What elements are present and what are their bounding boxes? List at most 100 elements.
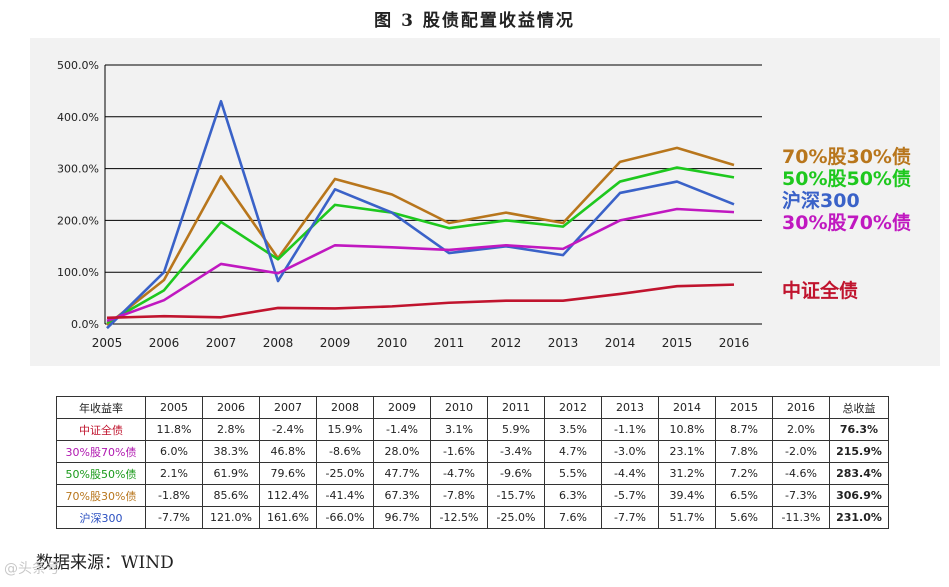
legend-group: 70%股30%债 50%股50%债 沪深300 30%股70%债 [782,146,911,234]
total-cell: 306.9% [829,484,889,507]
returns-table: 年收益率 2005 2006 2007 2008 2009 2010 2011 2012 2013… [56,396,889,529]
return-cell: 23.1% [658,440,716,463]
return-cell: -1.1% [601,418,659,441]
return-cell: 3.1% [430,418,488,441]
table-row: 50%股50%债 2.1% 61.9% 79.6% -25.0% 47.7% -4.7% -9… [56,462,889,485]
table-row: 中证全债 11.8% 2.8% -2.4% 15.9% -1.4% 3.1% 5.9% 3.5%… [56,418,889,441]
return-cell: 3.5% [544,418,602,441]
return-cell: 61.9% [202,462,260,485]
x-tick-label: 2014 [605,336,636,350]
return-cell: 31.2% [658,462,716,485]
return-cell: -1.8% [145,484,203,507]
return-cell: -11.3% [772,506,830,529]
header-year: 2011 [487,396,545,419]
header-year: 2007 [259,396,317,419]
header-year: 2006 [202,396,260,419]
return-cell: -7.3% [772,484,830,507]
return-cell: -7.8% [430,484,488,507]
return-cell: 79.6% [259,462,317,485]
return-cell: -25.0% [316,462,374,485]
series-line [106,166,735,325]
legend-entry: 30%股70%债 [782,212,911,234]
return-cell: -12.5% [430,506,488,529]
x-tick-label: 2009 [320,336,351,350]
return-cell: 161.6% [259,506,317,529]
return-cell: -3.0% [601,440,659,463]
y-tick-label: 0.0% [71,318,99,331]
total-cell: 231.0% [829,506,889,529]
row-label: 50%股50%债 [56,462,146,485]
header-year: 2015 [715,396,773,419]
x-tick-label: 2008 [263,336,294,350]
y-tick-label: 100.0% [57,266,99,279]
return-cell: -5.7% [601,484,659,507]
header-total: 总收益 [829,396,889,419]
row-label: 中证全债 [56,418,146,441]
series-line [106,146,735,327]
return-cell: -4.7% [430,462,488,485]
row-label: 70%股30%债 [56,484,146,507]
legend-entry: 中证全债 [782,280,859,302]
return-cell: 6.5% [715,484,773,507]
figure-title: 图 3 股债配置收益情况 [374,11,575,31]
return-cell: 6.0% [145,440,203,463]
legend-bond-group: 中证全债 [782,280,858,302]
return-cell: -7.7% [601,506,659,529]
return-cell: 15.9% [316,418,374,441]
header-year: 2005 [145,396,203,419]
return-cell: 8.7% [715,418,773,441]
legend-entry: 50%股50%债 [782,168,911,190]
row-label: 30%股70%债 [56,440,146,463]
return-cell: 7.6% [544,506,602,529]
header-year: 2016 [772,396,830,419]
return-cell: 5.5% [544,462,602,485]
return-cell: -2.4% [259,418,317,441]
x-tick-label: 2007 [206,336,237,350]
table-row: 70%股30%债 -1.8% 85.6% 112.4% -41.4% 67.3% -7.8%… [56,484,889,507]
table-row: 30%股70%债 6.0% 38.3% 46.8% -8.6% 28.0% -1.6% -3.… [56,440,889,463]
return-cell: 46.8% [259,440,317,463]
return-cell: -66.0% [316,506,374,529]
header-year: 2010 [430,396,488,419]
return-cell: 2.1% [145,462,203,485]
data-source-note: 数据来源：WIND [36,553,174,573]
header-year: 2009 [373,396,431,419]
series-line [106,207,735,323]
return-cell: 47.7% [373,462,431,485]
legend-entry: 沪深300 [782,190,860,212]
return-cell: -4.6% [772,462,830,485]
y-tick-label: 300.0% [57,163,99,176]
return-cell: 39.4% [658,484,716,507]
return-cell: -41.4% [316,484,374,507]
legend-entry: 70%股30%债 [782,146,911,168]
header-label: 年收益率 [56,396,146,419]
x-tick-label: 2005 [92,336,123,350]
return-cell: -8.6% [316,440,374,463]
x-tick-label: 2012 [491,336,522,350]
total-cell: 215.9% [829,440,889,463]
series-line [106,283,735,320]
x-tick-label: 2016 [719,336,750,350]
total-cell: 283.4% [829,462,889,485]
x-tick-label: 2013 [548,336,579,350]
header-year: 2013 [601,396,659,419]
return-cell: 5.6% [715,506,773,529]
return-cell: -15.7% [487,484,545,507]
return-cell: -1.6% [430,440,488,463]
x-tick-label: 2010 [377,336,408,350]
table-header-row: 年收益率 2005 2006 2007 2008 2009 2010 2011 2012 2013… [56,396,889,419]
return-cell: 7.8% [715,440,773,463]
row-label: 沪深300 [56,506,146,529]
return-cell: 51.7% [658,506,716,529]
series-line [106,99,735,330]
total-cell: 76.3% [829,418,889,441]
return-cell: 7.2% [715,462,773,485]
table-row: 沪深300 -7.7% 121.0% 161.6% -66.0% 96.7% -12.5% -… [56,506,889,529]
return-cell: 121.0% [202,506,260,529]
return-cell: -3.4% [487,440,545,463]
return-cell: 38.3% [202,440,260,463]
header-year: 2014 [658,396,716,419]
y-tick-label: 200.0% [57,214,99,227]
return-cell: 85.6% [202,484,260,507]
return-cell: -25.0% [487,506,545,529]
